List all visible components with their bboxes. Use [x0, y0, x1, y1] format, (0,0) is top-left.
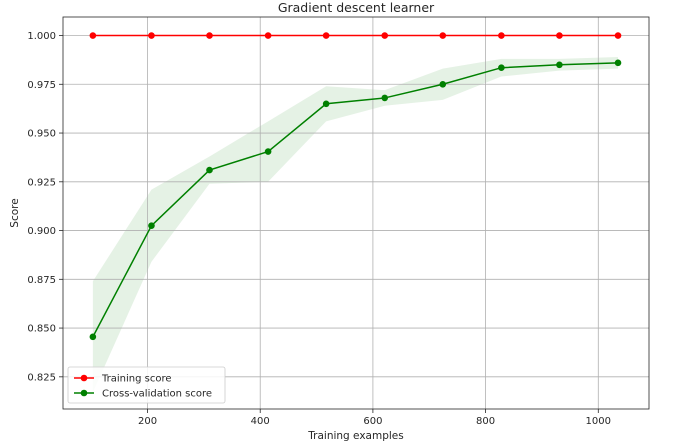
chart-title: Gradient descent learner — [278, 0, 435, 15]
point-series-0-7 — [498, 32, 505, 39]
point-series-0-5 — [381, 32, 389, 39]
legend-box — [67, 366, 226, 404]
legend-label-0: Training score — [101, 374, 172, 385]
point-series-0-2 — [206, 32, 213, 39]
point-series-1-5 — [381, 94, 389, 102]
x-tick-label-4: 1000 — [586, 416, 611, 427]
y-tick-label-6: 0.975 — [27, 80, 56, 91]
point-series-1-2 — [206, 166, 213, 174]
y-tick-label-0: 0.825 — [27, 372, 56, 383]
legend-marker-1 — [80, 389, 88, 397]
y-tick-label-2: 0.875 — [27, 275, 56, 286]
point-series-1-3 — [264, 148, 272, 155]
y-tick-label-3: 0.900 — [27, 226, 56, 237]
point-series-1-7 — [498, 64, 505, 72]
point-series-1-0 — [89, 333, 97, 341]
point-series-0-4 — [322, 32, 330, 39]
band-series-1 — [92, 56, 619, 393]
confidence-bands — [92, 56, 619, 393]
y-tick-label-5: 0.950 — [27, 129, 56, 140]
x-axis-ticks: 200 400 600 800 1000 — [138, 409, 611, 427]
x-tick-label-0: 200 — [138, 416, 157, 427]
point-series-1-6 — [439, 80, 447, 88]
point-series-0-9 — [614, 32, 622, 39]
y-tick-label-7: 1.000 — [27, 31, 56, 42]
point-series-0-8 — [556, 32, 563, 39]
line-series-1 — [92, 62, 619, 338]
x-tick-label-2: 600 — [363, 416, 382, 427]
point-series-1-4 — [322, 100, 330, 108]
y-axis-ticks: 0.825 0.850 0.875 0.900 0.925 0.950 0.975 1.000 — [27, 31, 63, 383]
point-series-0-0 — [89, 32, 97, 39]
x-tick-label-1: 400 — [251, 416, 270, 427]
legend-marker-0 — [80, 374, 88, 382]
y-axis-label: Score — [9, 198, 21, 227]
point-series-1-9 — [614, 59, 622, 67]
point-series-0-1 — [148, 32, 155, 39]
y-tick-label-1: 0.850 — [27, 324, 56, 335]
point-series-0-6 — [439, 32, 447, 39]
legend: Training score Cross-validation score — [67, 366, 226, 404]
series-markers — [89, 32, 622, 341]
x-axis-label: Training examples — [307, 430, 403, 442]
x-tick-label-3: 800 — [476, 416, 495, 427]
y-tick-label-4: 0.925 — [27, 177, 56, 188]
plot-frame — [62, 16, 650, 410]
series-lines — [92, 34, 619, 338]
point-series-0-3 — [264, 32, 272, 39]
legend-label-1: Cross-validation score — [102, 389, 212, 400]
point-series-1-1 — [148, 222, 155, 229]
point-series-1-8 — [556, 61, 563, 69]
